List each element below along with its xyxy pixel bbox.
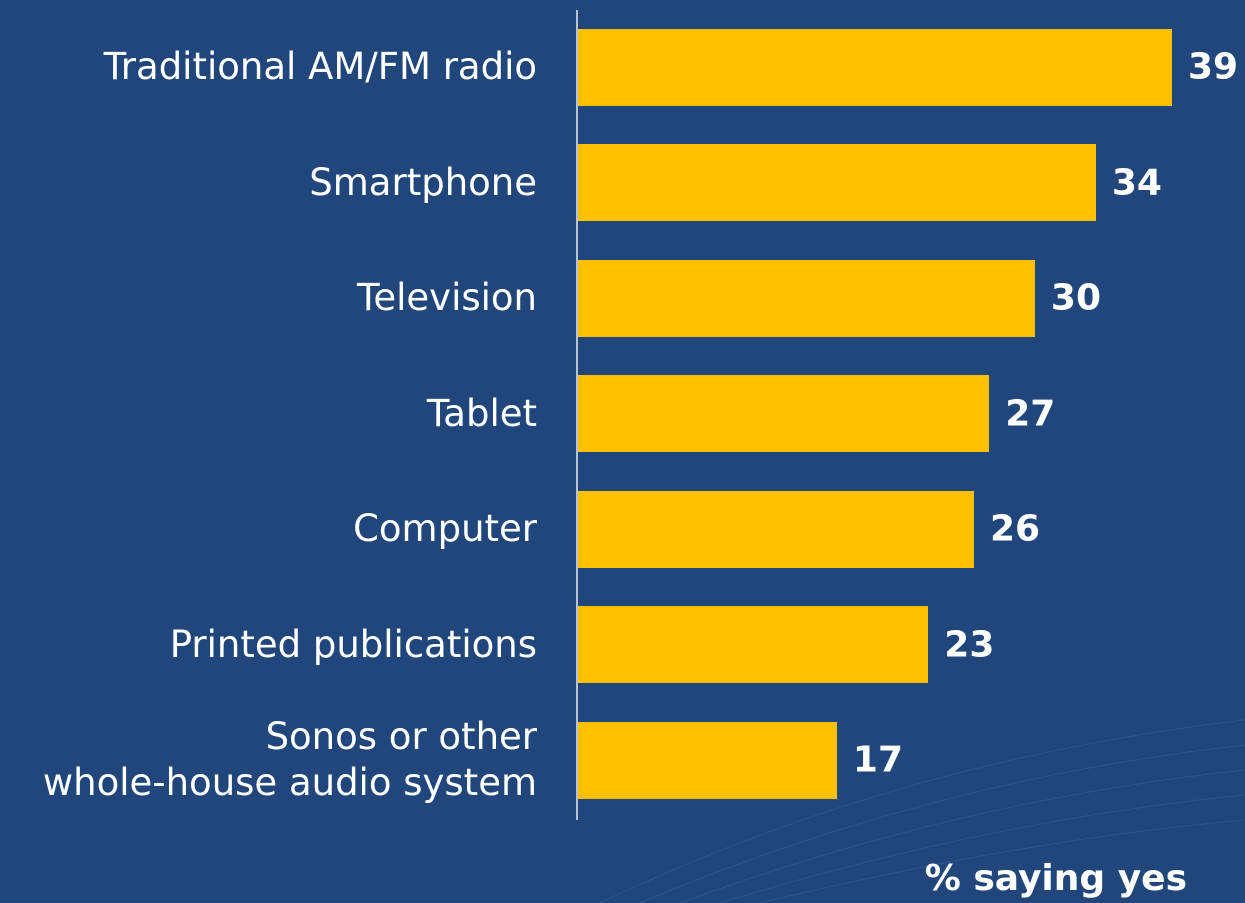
bar [578, 490, 974, 568]
bar [578, 259, 1035, 337]
category-label: Printed publications [169, 622, 537, 666]
category-label: Sonos or other whole-house audio system [42, 715, 537, 804]
x-axis-label: % saying yes [924, 858, 1187, 899]
data-label: 23 [944, 624, 995, 665]
data-label: 17 [852, 739, 904, 781]
category-label: Smartphone [309, 160, 537, 204]
category-label: Tablet [426, 391, 537, 435]
category-label: Computer [353, 507, 537, 550]
axis-line [576, 10, 578, 820]
data-label: 26 [990, 508, 1041, 550]
bar [578, 144, 1096, 221]
data-label: 39 [1188, 46, 1239, 88]
data-label: 27 [1005, 393, 1056, 434]
data-label: 34 [1111, 162, 1162, 203]
data-label: 30 [1050, 277, 1102, 319]
bar [578, 375, 990, 452]
bar [578, 606, 929, 683]
category-label: Television [357, 276, 537, 319]
bar [578, 28, 1172, 106]
bar [578, 721, 837, 799]
category-label: Traditional AM/FM radio [103, 45, 537, 88]
